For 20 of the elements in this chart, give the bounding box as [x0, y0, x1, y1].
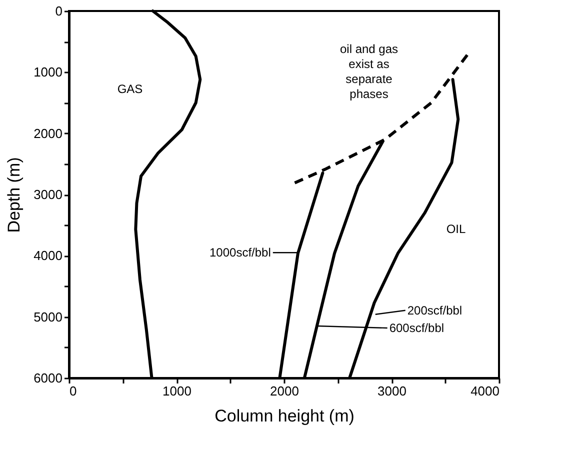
y-tick-label: 2000	[34, 126, 62, 141]
annotation: OIL	[446, 222, 466, 236]
x-tick-label: 2000	[270, 384, 299, 398]
y-tick-label: 6000	[34, 370, 62, 386]
y-tick-label: 1000	[34, 64, 62, 80]
y-axis-title: Depth (m)	[4, 157, 24, 233]
x-axis-title: Column height (m)	[214, 406, 354, 426]
y-tick-label: 3000	[34, 187, 62, 202]
annotation: 600scf/bbl	[389, 321, 444, 336]
annotation: 200scf/bbl	[407, 303, 462, 318]
annotation: GAS	[117, 82, 143, 96]
x-tick-label: 0	[70, 384, 77, 398]
annotation: oil and gas exist as separate phases	[340, 42, 398, 101]
y-tick-label: 0	[55, 4, 62, 18]
x-tick-label: 4000	[470, 384, 500, 398]
x-tick-label: 1000	[162, 384, 192, 398]
annotation: 1000scf/bbl	[210, 246, 271, 260]
y-tick-label: 5000	[34, 309, 62, 324]
y-tick-label: 4000	[34, 248, 62, 264]
x-tick-label: 3000	[378, 384, 406, 398]
